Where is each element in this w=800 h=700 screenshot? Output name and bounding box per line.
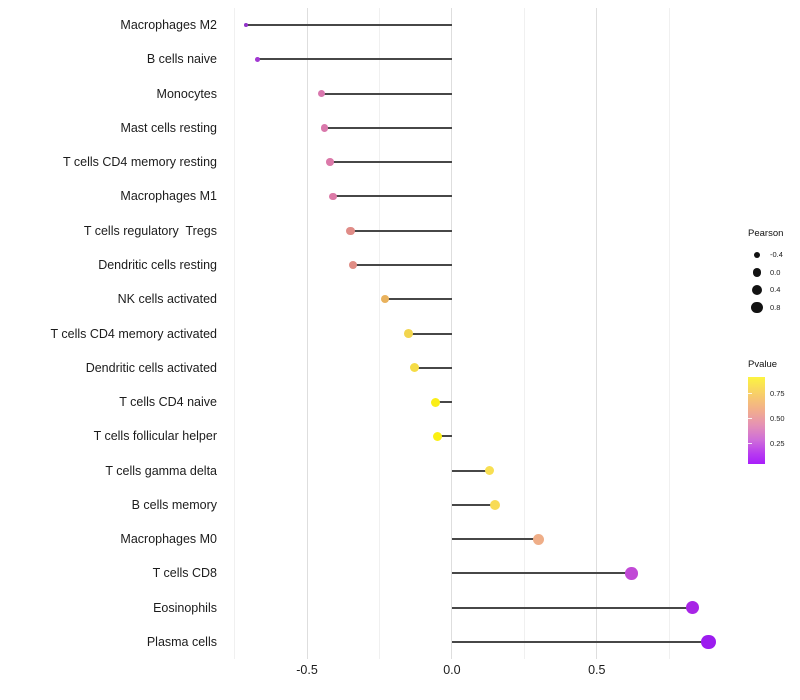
data-point: [244, 23, 249, 28]
pvalue-colorbar: [748, 377, 765, 464]
data-point: [326, 158, 334, 166]
data-point: [318, 90, 326, 98]
lollipop-stem: [350, 229, 452, 232]
size-legend-dot: [752, 285, 762, 295]
category-label: Mast cells resting: [120, 120, 217, 135]
category-label: NK cells activated: [117, 292, 217, 307]
data-point: [320, 124, 328, 132]
category-label: Macrophages M2: [120, 18, 217, 33]
lollipop-stem: [321, 92, 452, 95]
data-point: [329, 192, 337, 201]
data-point: [404, 329, 413, 338]
colorbar-label: 0.75: [770, 389, 785, 398]
category-label: T cells CD4 memory activated: [50, 326, 218, 341]
x-axis-tick-label: 0.0: [443, 663, 461, 677]
category-label: T cells CD8: [152, 566, 217, 581]
category-label: T cells follicular helper: [93, 429, 217, 444]
color-legend: Pvalue 0.75 0.50 0.25: [742, 359, 800, 464]
lollipop-stem: [353, 263, 452, 266]
lollipop-stem: [324, 126, 452, 129]
colorbar-tick: [748, 443, 752, 444]
lollipop-stem: [246, 24, 452, 27]
data-point: [349, 260, 358, 270]
data-point: [431, 397, 441, 407]
size-legend-label: 0.4: [770, 285, 781, 294]
data-point: [346, 226, 355, 235]
x-axis-tick-label: 0.5: [588, 663, 606, 677]
data-point: [484, 465, 495, 476]
category-label: Macrophages M1: [120, 189, 217, 204]
size-legend-dot: [752, 268, 762, 277]
data-point: [255, 56, 261, 62]
lollipop-stem: [435, 401, 452, 404]
colorbar-label: 0.50: [770, 414, 785, 423]
lollipop-stem: [451, 469, 490, 472]
category-label: Monocytes: [156, 86, 217, 101]
lollipop-stem: [330, 161, 452, 164]
size-legend-label: 0.8: [770, 302, 781, 312]
data-point: [490, 499, 501, 510]
size-legend-label: -0.4: [770, 250, 783, 259]
category-label: Dendritic cells resting: [98, 257, 217, 272]
data-point: [685, 600, 700, 615]
colorbar-tick: [748, 418, 752, 419]
category-label: B cells naive: [146, 52, 217, 67]
size-legend-label: 0.0: [770, 267, 781, 277]
lollipop-stem: [333, 195, 452, 198]
size-legend-dot: [753, 251, 761, 259]
category-label: Macrophages M0: [120, 532, 217, 547]
category-label: Dendritic cells activated: [85, 360, 217, 375]
category-label: Eosinophils: [153, 600, 217, 615]
color-legend-title: Pvalue: [748, 359, 778, 370]
lollipop-stem: [451, 606, 693, 609]
category-label: T cells CD4 naive: [119, 395, 217, 410]
size-legend-items: -0.4 0.0 0.4 0.8: [742, 245, 800, 335]
minor-gridline: [668, 8, 670, 659]
lollipop-stem: [414, 366, 452, 369]
size-legend-title: Pearson: [748, 228, 784, 239]
major-gridline: [451, 8, 453, 659]
x-axis-tick-label: -0.5: [296, 663, 318, 677]
lollipop-stem: [451, 640, 709, 643]
data-point: [625, 567, 638, 580]
minor-gridline: [523, 8, 525, 659]
data-point: [533, 533, 545, 545]
lollipop-stem: [408, 332, 452, 335]
size-legend-dot: [751, 301, 763, 314]
data-point: [701, 634, 716, 650]
lollipop-stem: [451, 503, 496, 506]
data-point: [432, 431, 443, 441]
data-point: [381, 295, 390, 304]
lollipop-stem: [451, 538, 539, 541]
legend: Pearson -0.4 0.0 0.4 0.8 Pvalue 0.75 0.50 0.2…: [742, 228, 800, 464]
category-label: T cells gamma delta: [105, 463, 217, 478]
lollipop-stem: [451, 572, 632, 575]
category-label: Plasma cells: [146, 634, 217, 649]
lollipop-stem: [257, 58, 452, 61]
category-label: B cells memory: [131, 497, 217, 512]
category-label: T cells regulatory Tregs: [83, 223, 217, 238]
major-gridline: [596, 8, 598, 659]
category-label: T cells CD4 memory resting: [63, 155, 217, 170]
lollipop-stem: [385, 298, 452, 301]
colorbar-tick: [748, 393, 752, 394]
data-point: [409, 363, 419, 373]
lollipop-stem: [437, 435, 452, 438]
minor-gridline: [378, 8, 380, 659]
colorbar-label: 0.25: [770, 439, 785, 448]
major-gridline: [306, 8, 308, 659]
minor-gridline: [234, 8, 236, 659]
